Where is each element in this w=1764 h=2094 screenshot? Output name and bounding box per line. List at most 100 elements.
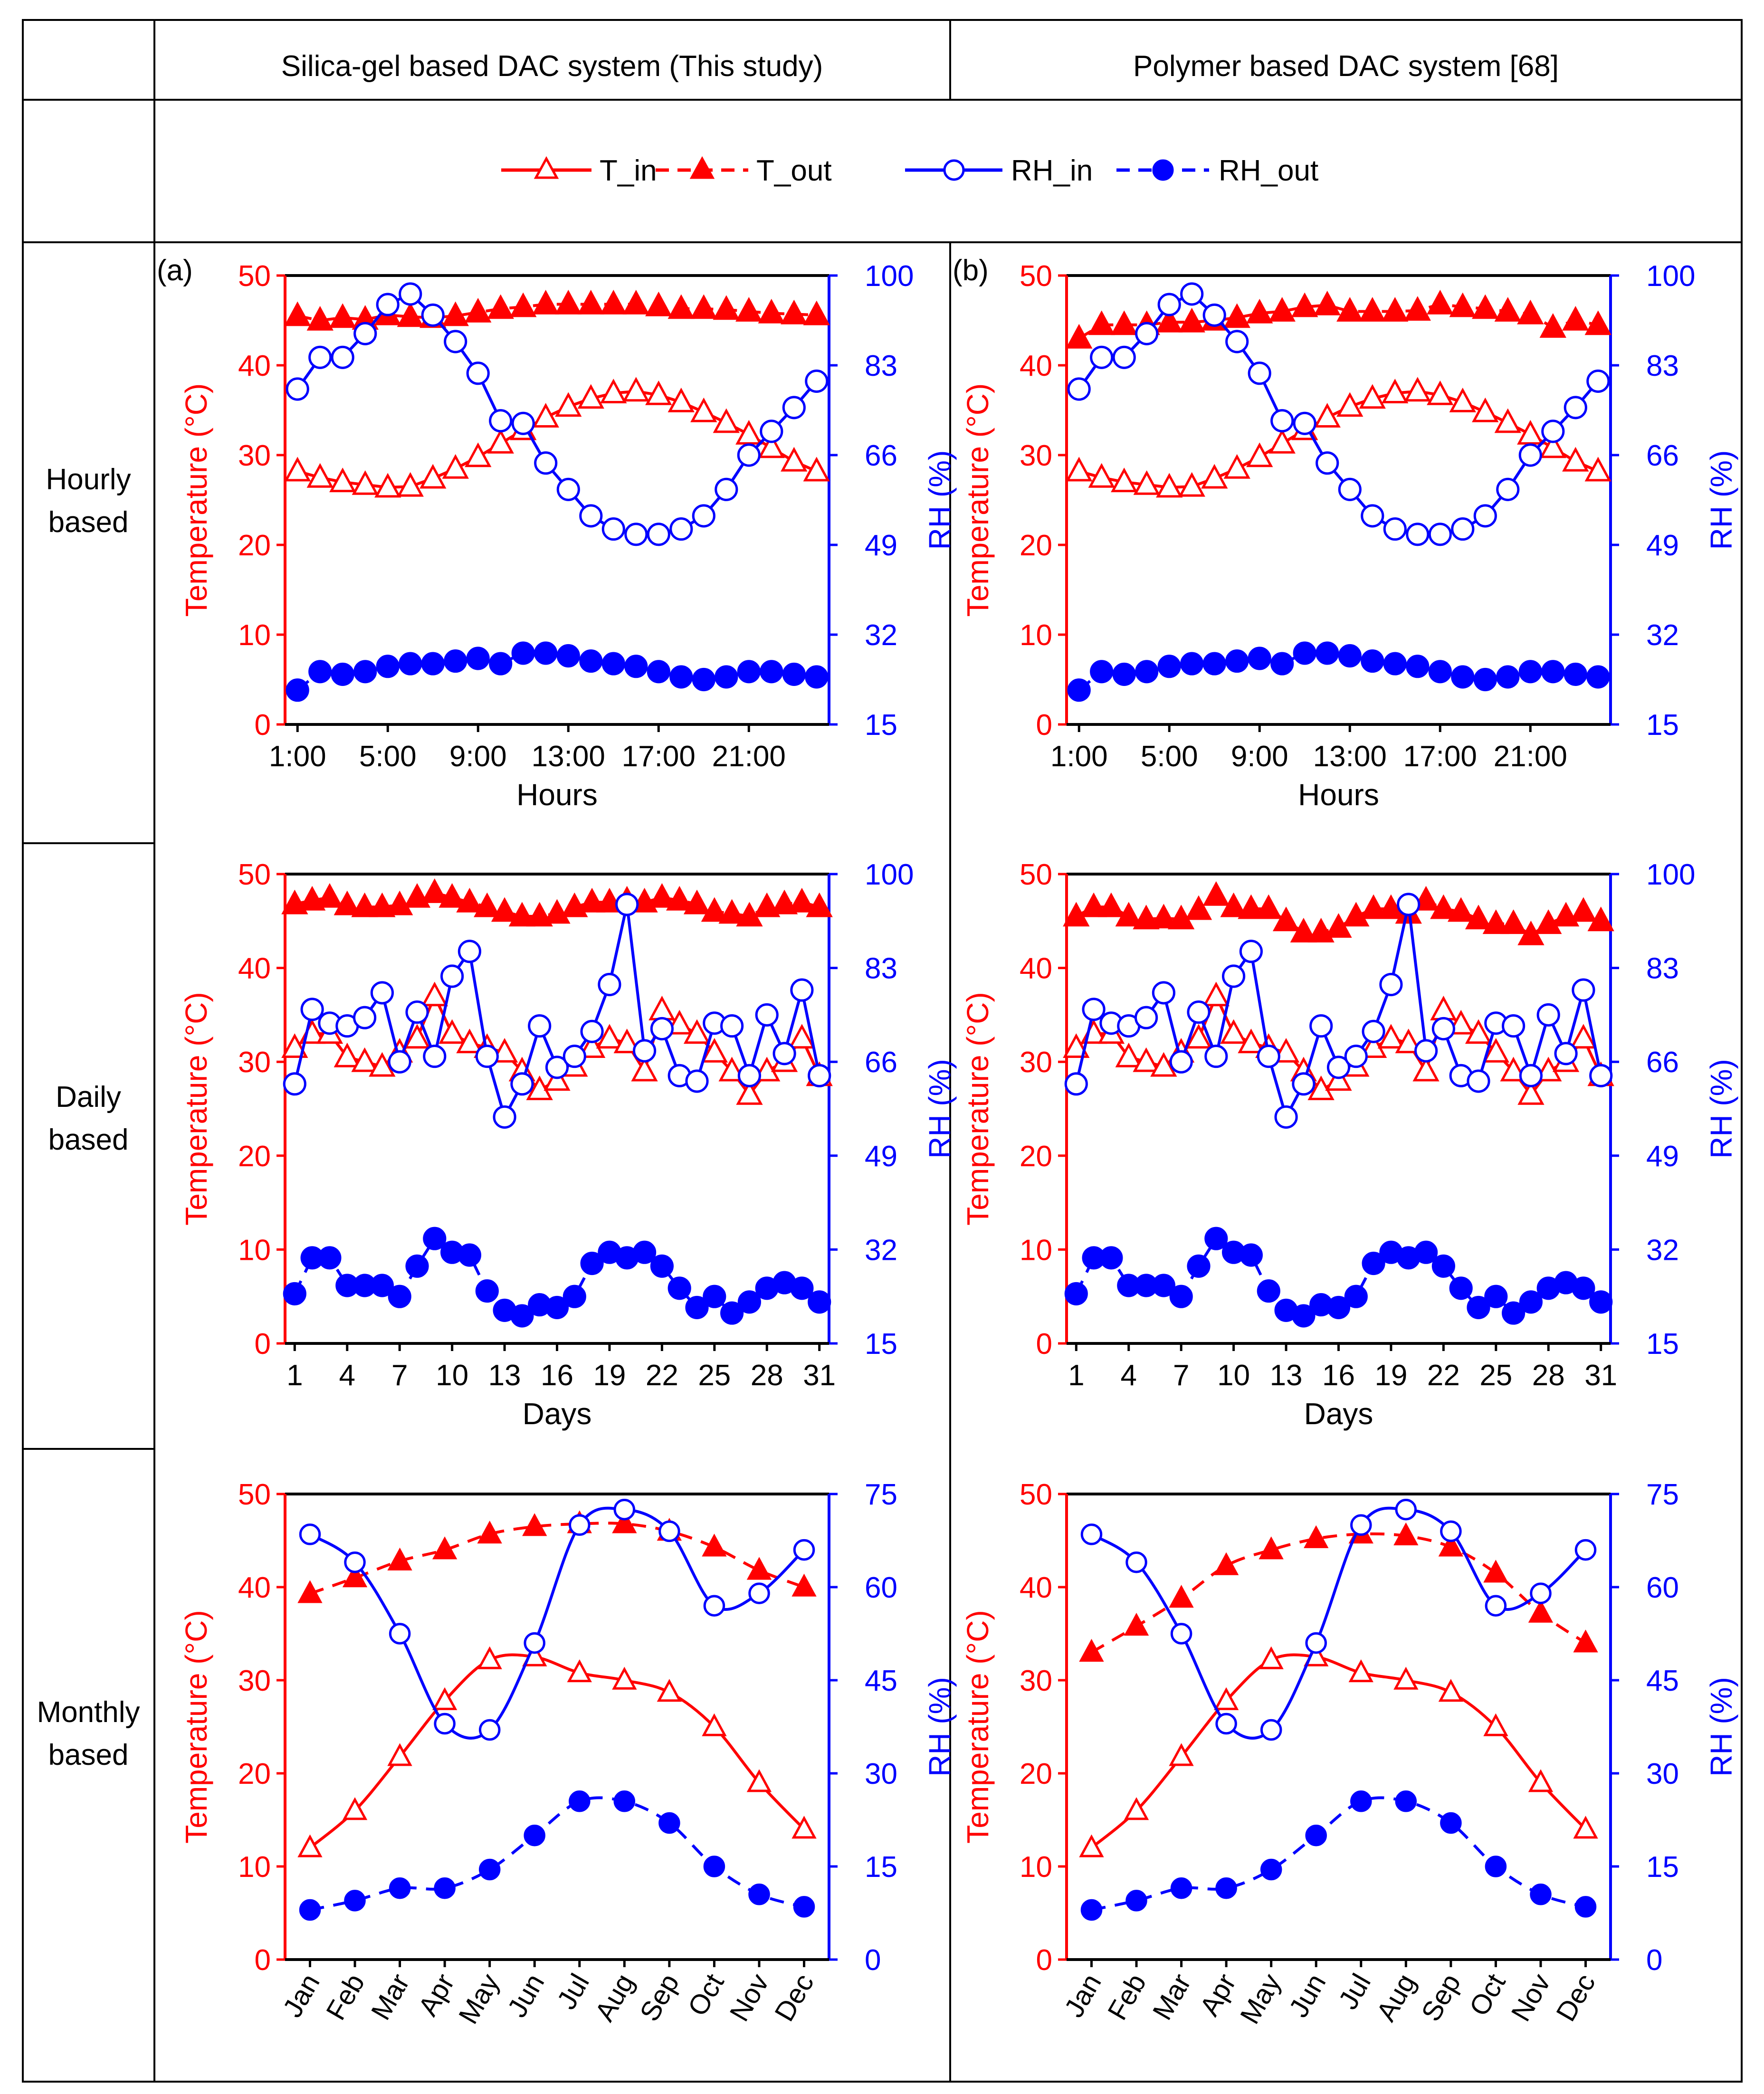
right-tick-label: 66	[1646, 439, 1679, 472]
x-axis-title: Hours	[1298, 778, 1379, 812]
data-point-rh-in	[1202, 303, 1226, 327]
data-point-rh-in	[353, 1006, 377, 1029]
data-point-rh-in	[1257, 1045, 1280, 1068]
data-point-t-in	[352, 470, 379, 495]
data-point-rh-out	[534, 641, 558, 665]
x-tick-label: 13:00	[1313, 740, 1387, 773]
data-point-t-in	[1088, 463, 1115, 488]
data-point-rh-out	[737, 1290, 761, 1314]
data-point-t-in	[612, 1666, 637, 1690]
left-tick-label: 30	[238, 1046, 271, 1079]
data-point-t-in	[1517, 420, 1544, 445]
data-point-t-out	[1246, 298, 1273, 324]
data-point-rh-out	[1099, 1246, 1123, 1270]
data-point-t-out	[1449, 292, 1476, 317]
data-point-rh-in	[601, 517, 625, 541]
right-tick-label: 49	[1646, 1140, 1679, 1173]
x-tick-label: 10	[1217, 1359, 1250, 1392]
data-point-t-in	[1079, 1834, 1104, 1857]
data-point-rh-in	[1395, 1498, 1417, 1521]
data-point-t-in	[403, 1024, 431, 1049]
data-point-t-out	[1482, 909, 1510, 934]
data-point-rh-out	[808, 1290, 831, 1314]
data-point-rh-in	[1170, 1623, 1192, 1645]
data-point-t-out	[544, 899, 571, 924]
x-tick-label: 4	[339, 1359, 355, 1392]
left-tick-label: 0	[1036, 1944, 1052, 1977]
data-point-t-in	[555, 392, 582, 417]
data-point-rh-in	[1316, 451, 1339, 475]
data-point-rh-in	[475, 1045, 499, 1068]
data-point-t-in	[544, 1066, 571, 1091]
legend-label-t-in: T_in	[600, 154, 657, 187]
legend-item-t-out: T_out	[656, 154, 832, 187]
data-point-t-in	[1472, 397, 1499, 422]
data-point-rh-out	[715, 665, 738, 689]
left-tick-label: 0	[255, 1944, 271, 1977]
data-point-rh-in	[511, 411, 535, 435]
x-tick-label: 1	[1068, 1359, 1084, 1392]
data-point-rh-in	[1344, 1045, 1368, 1068]
data-point-rh-out	[1067, 678, 1091, 702]
left-axis-title: Temperature (°C)	[179, 1610, 213, 1844]
data-point-t-in	[1359, 384, 1386, 409]
data-point-t-out	[491, 897, 518, 922]
data-point-rh-in	[737, 443, 761, 467]
data-point-t-out	[1314, 290, 1341, 315]
data-point-rh-out	[299, 1899, 321, 1921]
right-tick-label: 32	[865, 1234, 897, 1266]
data-point-t-in	[1178, 472, 1205, 497]
data-point-t-in	[281, 1033, 308, 1058]
left-tick-label: 30	[238, 439, 271, 472]
chart-hourly-silica-gel: 0 10 20 30 40 50 15 32 49 66 83 100 1:00 5:00 9:00 13:0…	[179, 260, 957, 812]
data-point-t-out	[600, 290, 627, 314]
data-point-t-out	[1304, 1525, 1329, 1548]
data-point-t-in	[657, 1679, 682, 1702]
data-point-t-in	[1268, 428, 1296, 454]
data-point-t-out	[386, 890, 413, 915]
data-point-t-out	[477, 1520, 502, 1544]
data-point-t-in	[342, 1797, 368, 1820]
data-point-t-in	[713, 408, 740, 433]
data-point-rh-out	[1112, 662, 1136, 686]
data-point-rh-out	[667, 1276, 691, 1300]
data-point-rh-in	[1112, 345, 1136, 369]
data-point-t-out	[1562, 306, 1589, 331]
data-point-rh-out	[1574, 1896, 1597, 1918]
left-tick-label: 10	[1020, 619, 1052, 652]
data-point-rh-in	[1530, 1582, 1552, 1604]
left-tick-label: 50	[1020, 1478, 1052, 1511]
data-point-t-in	[667, 388, 695, 412]
data-point-t-in	[1220, 1019, 1247, 1044]
data-point-t-in	[334, 1042, 361, 1067]
data-point-rh-in	[1152, 981, 1175, 1005]
data-point-rh-out	[421, 652, 445, 676]
right-tick-label: 15	[865, 1851, 897, 1884]
data-point-rh-in	[669, 517, 693, 541]
data-point-rh-out	[1530, 1884, 1552, 1905]
data-point-rh-in	[772, 1042, 796, 1066]
data-point-t-out	[771, 889, 798, 914]
data-point-rh-out	[388, 1285, 411, 1308]
filled-triangle-marker-icon	[689, 156, 715, 179]
data-point-rh-out	[703, 1285, 726, 1308]
data-point-rh-out	[1564, 662, 1587, 686]
data-point-rh-in	[331, 345, 354, 369]
data-point-t-out	[1412, 885, 1440, 911]
data-point-rh-in	[569, 1514, 591, 1536]
left-tick-label: 50	[1020, 260, 1052, 293]
data-point-t-out	[701, 897, 728, 922]
data-point-rh-in	[1169, 1050, 1193, 1074]
data-point-rh-out	[489, 652, 513, 676]
data-point-t-out	[1290, 918, 1317, 942]
data-point-rh-out	[1169, 1285, 1193, 1308]
data-point-rh-out	[1440, 1812, 1462, 1834]
data-point-t-out	[788, 887, 815, 913]
data-point-rh-in	[1518, 443, 1542, 467]
data-point-t-in	[1348, 1659, 1373, 1683]
data-point-rh-in	[1135, 1006, 1158, 1029]
data-point-rh-in	[808, 1064, 831, 1087]
x-tick-label: 16	[1322, 1359, 1355, 1392]
data-point-t-in	[491, 1037, 518, 1063]
